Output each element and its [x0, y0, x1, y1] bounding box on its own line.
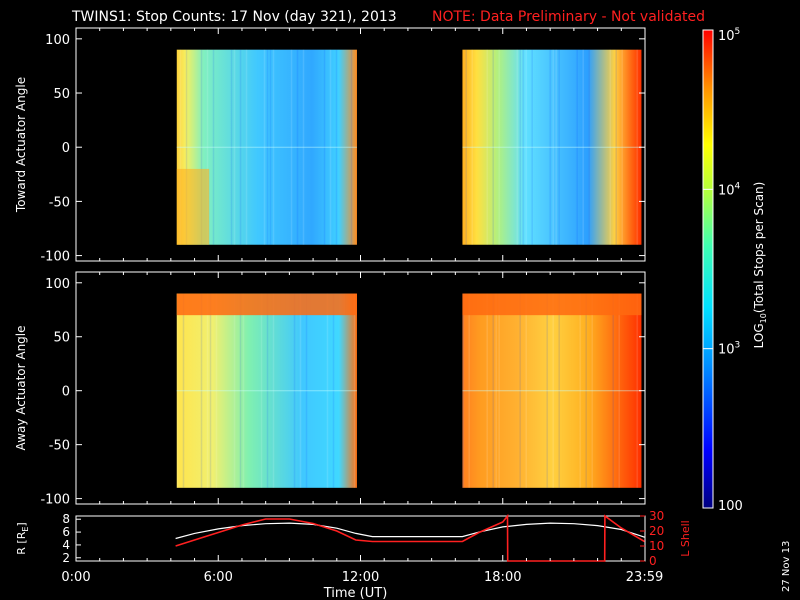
x-axis-label: Time (UT) [323, 586, 388, 600]
colorbar-tick-base: 10 [718, 343, 735, 358]
x-tick-label: 12:00 [342, 570, 379, 585]
colorbar-tick-label: 104 [718, 181, 741, 198]
x-tick-label: 6:00 [204, 570, 233, 585]
colorbar-tick-sup: 3 [735, 341, 741, 351]
colorbar-tick-sup: 5 [735, 27, 741, 37]
y-tick-label: 100 [45, 277, 70, 292]
colorbar-label: LOG10(Total Stops per Scan) [752, 182, 768, 349]
y-tick-label: 0 [62, 385, 70, 400]
chart-title: TWINS1: Stop Counts: 17 Nov (day 321), 2… [71, 9, 397, 25]
x-tick-label: 0:00 [61, 570, 90, 585]
y2-tick-label: 0 [649, 554, 657, 568]
chart-note: NOTE: Data Preliminary - Not validated [432, 9, 705, 25]
y-tick-label: -100 [40, 250, 70, 265]
y2-tick-label: 20 [649, 524, 664, 538]
y-tick-label: 6 [62, 525, 70, 539]
date-stamp: 27 Nov 13 [781, 541, 792, 592]
colorbar-tick-label: 105 [718, 27, 740, 44]
y-axis-label: Away Actuator Angle [14, 325, 28, 450]
colorbar-tick-base: 10 [718, 183, 735, 198]
colorbar-label-sub: 10 [759, 313, 768, 323]
y-axis-label: R [RE] [15, 522, 30, 554]
y-axis-label-tail: ] [15, 522, 28, 526]
colorbar-label-prefix: LOG [752, 323, 766, 348]
toward-heatmap-panel: -100 -50 0 50 100 Toward Actuator Angle [14, 27, 646, 265]
y-tick-label: 50 [53, 331, 70, 346]
y2-axis-label: L Shell [679, 520, 692, 556]
colorbar-gradient [702, 29, 714, 509]
y-tick-label: -100 [40, 493, 70, 508]
colorbar-tick-sup: 4 [735, 181, 741, 191]
y-axis-label-sub: E [21, 527, 30, 532]
away-heatmap-panel: -100 -50 0 50 100 Away Actuator Angle [14, 271, 646, 508]
y-tick-label: 4 [62, 538, 70, 552]
radius-series-line [175, 522, 645, 540]
y-tick-label: -50 [49, 195, 70, 210]
y2-tick-label: 10 [649, 539, 664, 553]
y-tick-label: 50 [53, 87, 70, 102]
y-axis-label-text: R [R [15, 531, 28, 554]
y-tick-label: 100 [45, 33, 70, 48]
colorbar-tick-base: 100 [718, 499, 743, 514]
high-count-corner [176, 168, 210, 245]
x-tick-label: 23:59 [626, 570, 663, 585]
colorbar-tick-base: 10 [718, 29, 735, 44]
y-tick-label: 8 [62, 512, 70, 526]
y-tick-label: -50 [49, 439, 70, 454]
colorbar-tick-label: 100 [718, 499, 743, 514]
y-tick-label: 0 [62, 141, 70, 156]
x-tick-label: 18:00 [484, 570, 521, 585]
lshell-series-line [175, 513, 645, 562]
y-tick-label: 2 [62, 551, 70, 565]
colorbar-label-suffix: (Total Stops per Scan) [752, 182, 766, 313]
colorbar-tick-label: 103 [718, 341, 740, 358]
y2-tick-label: 30 [649, 509, 664, 523]
high-count-band [176, 293, 357, 316]
y-axis-label: Toward Actuator Angle [14, 77, 28, 213]
high-count-band [462, 293, 642, 316]
